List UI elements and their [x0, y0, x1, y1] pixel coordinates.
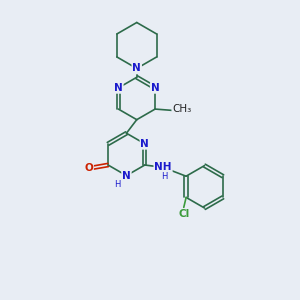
Text: N: N — [122, 171, 131, 181]
Text: H: H — [114, 180, 121, 189]
Text: N: N — [132, 63, 141, 74]
Text: N: N — [140, 139, 149, 149]
Text: NH: NH — [154, 162, 172, 172]
Text: H: H — [161, 172, 168, 181]
Text: N: N — [151, 83, 160, 93]
Text: O: O — [84, 163, 93, 173]
Text: CH₃: CH₃ — [172, 104, 191, 114]
Text: Cl: Cl — [178, 209, 189, 219]
Text: N: N — [114, 83, 123, 93]
